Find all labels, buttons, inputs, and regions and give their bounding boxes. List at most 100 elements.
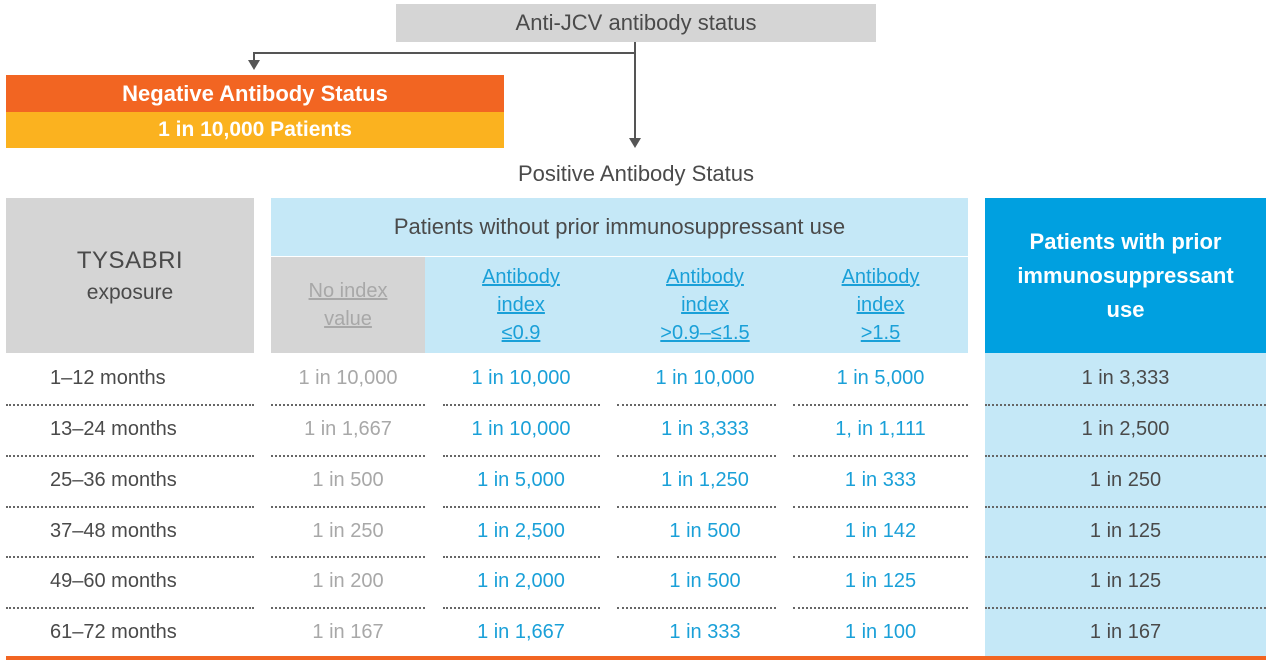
exposure-cell: 13–24 months <box>50 418 177 440</box>
with-prior-header-line: immunosuppressant <box>1017 262 1234 288</box>
exposure-header-line2: exposure <box>86 280 174 304</box>
no-index-cell: 1 in 167 <box>312 621 384 643</box>
table-row: 49–60 months 1 in 200 1 in 2,000 1 in 50… <box>0 556 1271 607</box>
with-prior-header: Patients with prior immunosuppressant us… <box>985 198 1266 353</box>
table-row: 37–48 months 1 in 250 1 in 2,500 1 in 50… <box>0 506 1271 557</box>
index-le-0-9-cell: 1 in 2,500 <box>477 520 565 542</box>
index-mid-cell: 1 in 10,000 <box>655 367 755 389</box>
index-le-0-9-cell: 1 in 1,667 <box>477 621 565 643</box>
negative-count-label: 1 in 10,000 Patients <box>158 118 352 141</box>
row-divider <box>443 556 600 558</box>
row-divider <box>617 607 776 609</box>
row-divider <box>617 455 776 457</box>
no-index-cell: 1 in 500 <box>312 469 384 491</box>
with-prior-cell: 1 in 3,333 <box>1081 367 1170 389</box>
subheader-line: >1.5 <box>860 322 901 344</box>
index-le-0-9-cell: 1 in 10,000 <box>471 367 571 389</box>
row-divider <box>617 506 776 508</box>
connector-vertical-main <box>634 42 636 138</box>
index-le-0-9-cell: 1 in 2,000 <box>477 570 565 592</box>
subheader-line: index <box>681 294 729 316</box>
without-prior-header-label: Patients without prior immunosuppressant… <box>393 214 846 239</box>
index-gt-1-5-cell: 1 in 100 <box>844 621 917 643</box>
with-prior-cell: 1 in 125 <box>1089 570 1162 592</box>
row-divider <box>271 607 425 609</box>
negative-count-banner: 1 in 10,000 Patients <box>6 112 504 148</box>
without-prior-header: Patients without prior immunosuppressant… <box>271 198 968 256</box>
row-divider <box>617 556 776 558</box>
row-divider <box>793 404 968 406</box>
with-prior-column-background <box>985 353 1266 656</box>
subheader-line: No index <box>308 280 388 302</box>
no-index-cell: 1 in 250 <box>312 520 384 542</box>
anti-jcv-status-box: Anti-JCV antibody status <box>396 4 876 42</box>
index-gt-1-5-cell: 1 in 125 <box>844 570 917 592</box>
with-prior-cell: 1 in 2,500 <box>1081 418 1170 440</box>
no-index-cell: 1 in 10,000 <box>298 367 398 389</box>
anti-jcv-status-label: Anti-JCV antibody status <box>515 10 757 35</box>
no-index-cell: 1 in 1,667 <box>304 418 392 440</box>
arrow-down-icon <box>248 60 260 70</box>
table-row: 61–72 months 1 in 167 1 in 1,667 1 in 33… <box>0 607 1271 658</box>
row-divider <box>443 607 600 609</box>
positive-status-text: Positive Antibody Status <box>517 161 755 186</box>
subheader-line: Antibody <box>666 266 744 288</box>
index-gt-1-5-cell: 1 in 142 <box>844 520 917 542</box>
row-divider <box>793 506 968 508</box>
row-divider <box>271 506 425 508</box>
row-divider <box>6 455 254 457</box>
exposure-cell: 1–12 months <box>50 367 166 389</box>
subheader-index-mid[interactable]: Antibody index >0.9–≤1.5 <box>617 257 793 353</box>
bottom-rule <box>6 656 1266 660</box>
row-divider <box>793 556 968 558</box>
with-prior-cell: 1 in 167 <box>1089 621 1162 643</box>
subheader-line: index <box>497 294 545 316</box>
index-gt-1-5-cell: 1 in 5,000 <box>836 367 925 389</box>
with-prior-header-line: use <box>1106 296 1145 322</box>
arrow-down-icon <box>629 138 641 148</box>
subheader-index-gt-1-5[interactable]: Antibody index >1.5 <box>793 257 968 353</box>
subheader-line: ≤0.9 <box>501 322 541 344</box>
row-divider <box>985 404 1266 406</box>
connector-vertical-left <box>253 52 255 60</box>
index-le-0-9-cell: 1 in 10,000 <box>471 418 571 440</box>
row-divider <box>793 455 968 457</box>
row-divider <box>985 556 1266 558</box>
with-prior-cell: 1 in 250 <box>1089 469 1162 491</box>
exposure-cell: 49–60 months <box>50 570 177 592</box>
exposure-cell: 61–72 months <box>50 621 177 643</box>
index-mid-cell: 1 in 500 <box>669 520 741 542</box>
index-gt-1-5-cell: 1 in 333 <box>844 469 917 491</box>
subheader-index-le-0-9[interactable]: Antibody index ≤0.9 <box>425 257 617 353</box>
row-divider <box>443 404 600 406</box>
subheader-line: Antibody <box>482 266 560 288</box>
row-divider <box>6 556 254 558</box>
index-gt-1-5-cell: 1, in 1,111 <box>835 418 926 440</box>
exposure-cell: 37–48 months <box>50 520 177 542</box>
table-row: 25–36 months 1 in 500 1 in 5,000 1 in 1,… <box>0 455 1271 506</box>
negative-status-label: Negative Antibody Status <box>122 80 388 106</box>
exposure-header-line1: TYSABRI <box>76 246 184 274</box>
index-mid-cell: 1 in 333 <box>669 621 741 643</box>
subheader-line: index <box>856 294 905 316</box>
row-divider <box>985 455 1266 457</box>
index-mid-cell: 1 in 3,333 <box>661 418 749 440</box>
subheader-no-index[interactable]: No index value <box>271 257 425 353</box>
with-prior-header-line: Patients with prior <box>1029 228 1222 254</box>
positive-status-label: Positive Antibody Status <box>396 156 876 192</box>
exposure-cell: 25–36 months <box>50 469 177 491</box>
row-divider <box>985 506 1266 508</box>
subheader-line: >0.9–≤1.5 <box>660 322 750 344</box>
row-divider <box>443 455 600 457</box>
subheader-line: Antibody <box>841 266 920 288</box>
negative-status-banner: Negative Antibody Status <box>6 75 504 112</box>
row-divider <box>793 607 968 609</box>
table-row: 13–24 months 1 in 1,667 1 in 10,000 1 in… <box>0 404 1271 455</box>
row-divider <box>985 607 1266 609</box>
index-mid-cell: 1 in 500 <box>669 570 741 592</box>
row-divider <box>617 404 776 406</box>
index-le-0-9-cell: 1 in 5,000 <box>477 469 565 491</box>
exposure-header: TYSABRI exposure <box>6 198 254 353</box>
row-divider <box>6 607 254 609</box>
connector-horizontal <box>254 52 636 54</box>
